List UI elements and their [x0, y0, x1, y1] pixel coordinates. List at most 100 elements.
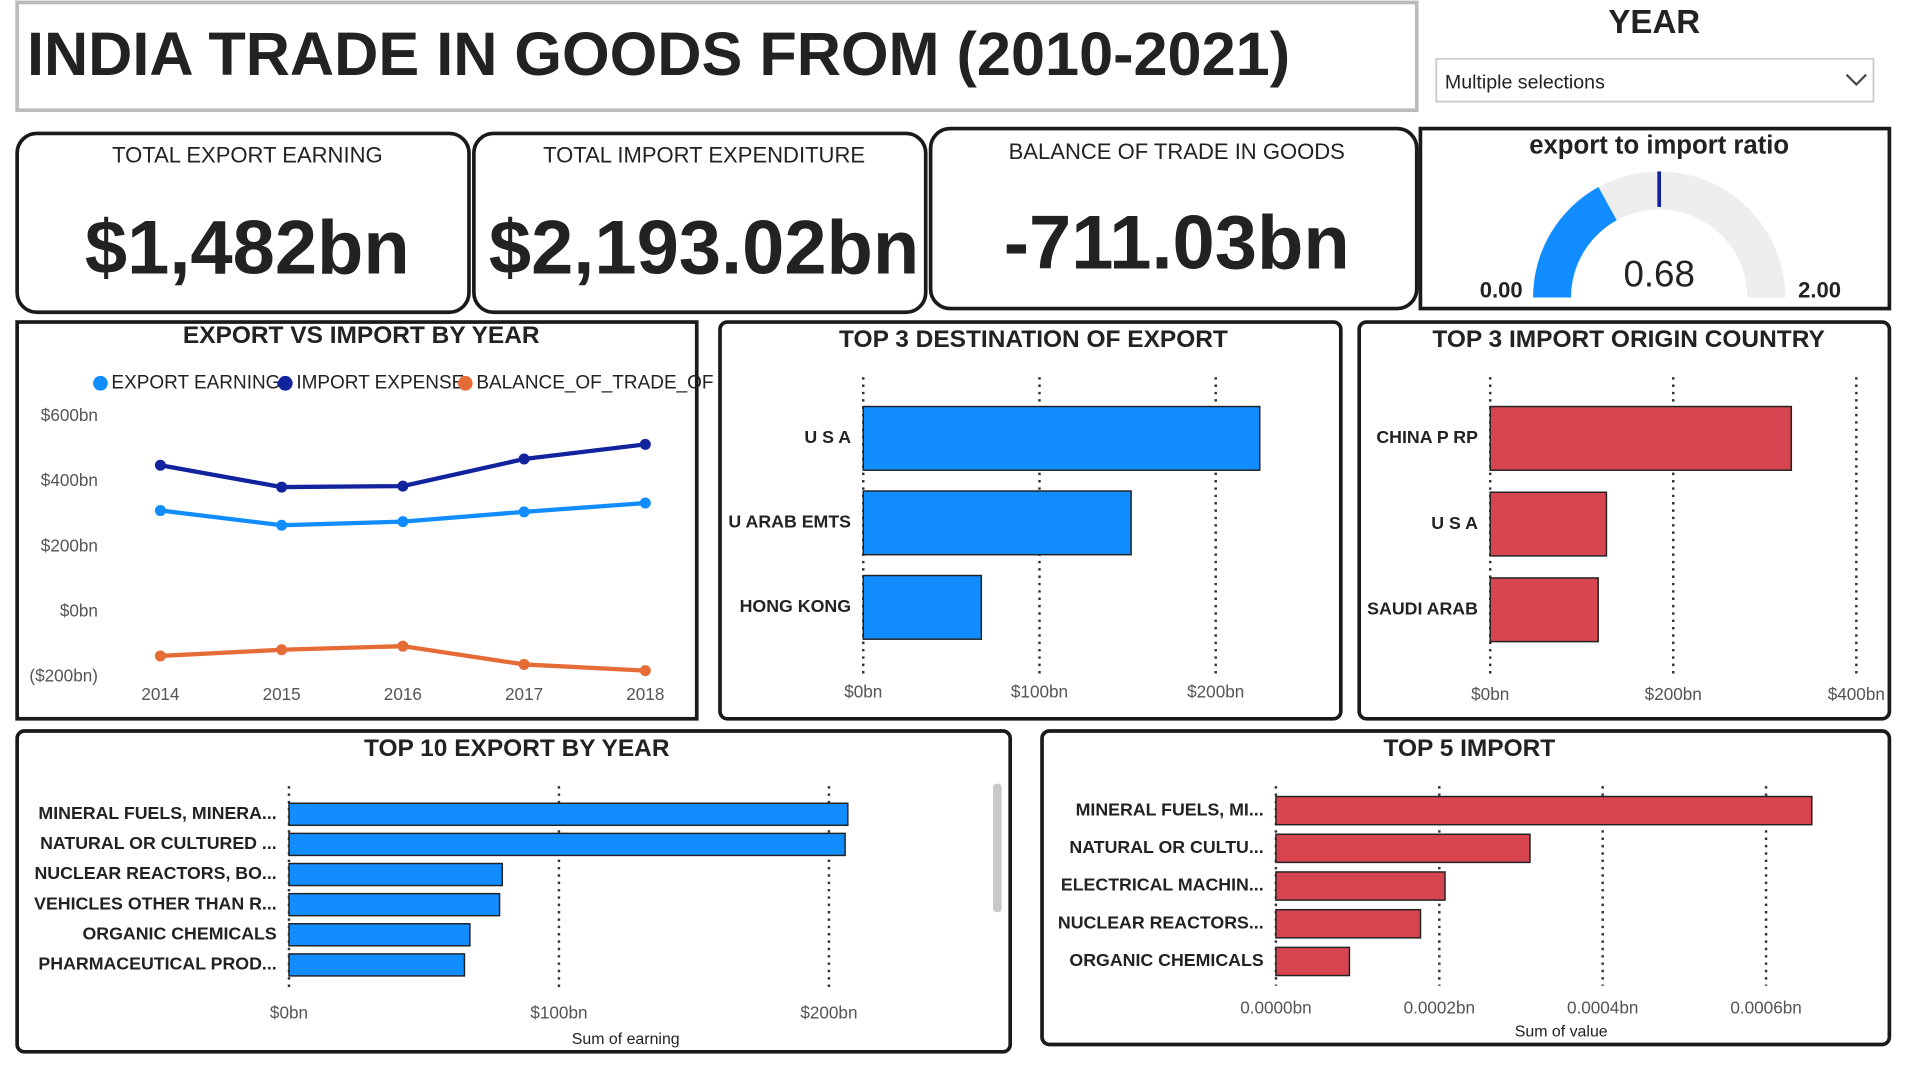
bar — [288, 862, 503, 887]
gauge-value-label: 0.68 — [1623, 253, 1694, 294]
chart-title: export to import ratio — [1529, 132, 1789, 160]
kpi-value: $1,482bn — [85, 206, 410, 291]
category-label: ORGANIC CHEMICALS — [82, 923, 276, 943]
chart-title: TOP 5 IMPORT — [1383, 735, 1555, 762]
category-label: ELECTRICAL MACHIN... — [1061, 875, 1264, 895]
x-tick-label: 2015 — [263, 684, 301, 704]
x-tick-label: 2018 — [626, 684, 664, 704]
bar — [1275, 795, 1813, 826]
kpi-label: TOTAL EXPORT EARNING — [112, 143, 383, 168]
chart-title: TOP 10 EXPORT BY YEAR — [364, 735, 670, 762]
data-point — [639, 438, 651, 450]
page-title: INDIA TRADE IN GOODS FROM (2010-2021) — [27, 20, 1290, 88]
legend-label: BALANCE_OF_TRADE_OF — [476, 372, 713, 393]
slicer-chevron[interactable] — [1845, 73, 1867, 87]
category-label: MINERAL FUELS, MINERA... — [38, 803, 276, 823]
x-tick-label: $400bn — [1828, 684, 1885, 704]
category-label: NATURAL OR CULTURED ... — [40, 833, 277, 853]
x-tick-label: $0bn — [844, 682, 882, 702]
category-label: NATURAL OR CULTU... — [1069, 837, 1263, 857]
category-label: U S A — [804, 427, 851, 447]
x-tick-label: $100bn — [1011, 682, 1068, 702]
data-point — [154, 650, 166, 662]
scrollbar[interactable] — [993, 783, 1002, 913]
gauge-panel — [1418, 126, 1892, 311]
data-point — [276, 481, 288, 493]
chart-title: EXPORT VS IMPORT BY YEAR — [183, 322, 540, 349]
gauge-tick-label: 2.00 — [1798, 277, 1841, 302]
gauge-value — [1533, 187, 1617, 298]
x-tick-label: $0bn — [1471, 684, 1509, 704]
y-tick-label: $400bn — [41, 470, 98, 490]
bar — [862, 490, 1132, 556]
data-point — [154, 505, 166, 517]
bar — [288, 832, 846, 857]
kpi-value: $2,193.02bn — [489, 206, 919, 291]
category-label: U S A — [1431, 513, 1478, 533]
legend-label: EXPORT EARNING — [111, 372, 280, 393]
x-axis-title: Sum of value — [1515, 1023, 1608, 1040]
category-label: HONG KONG — [740, 596, 851, 616]
kpi-card — [15, 131, 471, 315]
bar — [288, 923, 471, 947]
x-tick-label: 0.0006bn — [1730, 998, 1801, 1018]
data-point — [639, 497, 651, 509]
x-tick-label: $200bn — [800, 1002, 857, 1022]
x-tick-label: $0bn — [270, 1002, 308, 1022]
bar — [1275, 946, 1351, 977]
x-tick-label: $100bn — [530, 1002, 587, 1022]
bar-panel — [15, 729, 1013, 1054]
data-point — [518, 453, 530, 465]
x-tick-label: 2017 — [505, 684, 543, 704]
y-tick-label: $200bn — [41, 535, 98, 555]
bar — [1275, 833, 1531, 864]
data-point — [276, 519, 288, 531]
bar — [862, 405, 1261, 471]
header-box — [15, 0, 1419, 113]
bar — [1275, 908, 1422, 939]
data-point — [397, 640, 409, 652]
bar — [1489, 577, 1599, 643]
data-point — [518, 658, 530, 670]
category-label: ORGANIC CHEMICALS — [1069, 950, 1263, 970]
x-tick-label: 0.0002bn — [1404, 998, 1475, 1018]
kpi-value: -711.03bn — [1004, 201, 1350, 286]
legend-marker — [457, 375, 473, 391]
x-tick-label: $200bn — [1645, 684, 1702, 704]
slicer-label: YEAR — [1608, 4, 1700, 41]
chart-title: TOP 3 IMPORT ORIGIN COUNTRY — [1432, 326, 1824, 353]
slicer-box[interactable] — [1435, 57, 1875, 103]
category-label: PHARMACEUTICAL PROD... — [38, 954, 276, 974]
x-axis-title: Sum of earning — [572, 1031, 680, 1048]
kpi-card — [472, 131, 928, 315]
bar — [1275, 871, 1446, 901]
y-tick-label: $600bn — [41, 405, 98, 425]
bar — [862, 574, 983, 640]
data-point — [518, 506, 530, 518]
category-label: NUCLEAR REACTORS... — [1058, 912, 1264, 932]
legend-marker — [93, 375, 108, 391]
category-label: VEHICLES OTHER THAN R... — [34, 893, 277, 913]
gauge-tick-label: 0.00 — [1480, 277, 1523, 302]
kpi-card — [928, 126, 1419, 311]
kpi-label: BALANCE OF TRADE IN GOODS — [1009, 139, 1345, 164]
bar — [1489, 405, 1793, 471]
category-label: MINERAL FUELS, MI... — [1076, 799, 1264, 819]
x-tick-label: $200bn — [1187, 682, 1244, 702]
slicer-value[interactable]: Multiple selections — [1445, 71, 1605, 93]
x-tick-label: 2014 — [141, 684, 180, 704]
line-panel — [15, 320, 699, 721]
category-label: CHINA P RP — [1376, 427, 1478, 447]
kpi-label: TOTAL IMPORT EXPENDITURE — [543, 143, 865, 168]
x-tick-label: 0.0000bn — [1240, 998, 1311, 1018]
y-tick-label: $0bn — [60, 600, 98, 620]
bar — [1489, 491, 1608, 557]
category-label: SAUDI ARAB — [1367, 598, 1478, 618]
data-point — [639, 665, 651, 677]
category-label: U ARAB EMTS — [728, 512, 851, 532]
data-point — [276, 644, 288, 656]
chart-title: TOP 3 DESTINATION OF EXPORT — [839, 326, 1228, 353]
bar — [288, 953, 466, 977]
